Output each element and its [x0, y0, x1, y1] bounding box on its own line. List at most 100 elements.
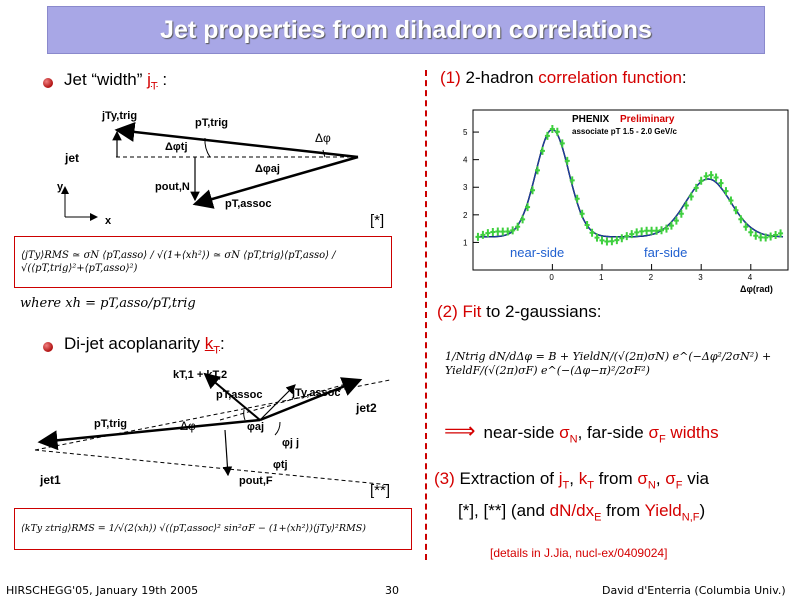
data-point	[579, 209, 585, 218]
sub: N	[647, 479, 656, 492]
data-point	[649, 226, 655, 235]
jty-assoc-vector	[259, 384, 296, 421]
bullet-text: Jet “width”	[64, 70, 148, 89]
kt-symbol: k	[578, 469, 588, 488]
details-reference: [details in J.Jia, nucl-ex/0409024]	[490, 546, 668, 560]
x-tick-label: 0	[549, 273, 554, 282]
implies-arrow-icon: ⟹	[444, 418, 476, 443]
data-point	[688, 192, 694, 201]
data-point	[639, 227, 645, 236]
footer-page-number: 30	[385, 584, 399, 597]
phenix-logo: PHENIX	[572, 114, 610, 125]
bullet-text: Di-jet acoplanarity	[64, 334, 205, 353]
label-pt-assoc: pT,assoc	[216, 389, 262, 401]
data-point	[544, 131, 550, 140]
data-point	[574, 194, 580, 203]
data-point	[624, 232, 630, 241]
data-point	[599, 236, 605, 245]
kt-symbol: k	[204, 334, 214, 353]
sub: E	[594, 511, 602, 524]
data-point	[703, 172, 709, 181]
data-point	[619, 234, 625, 243]
sigma-symbol: σ	[665, 469, 676, 488]
label-phi-aj: φaj	[247, 421, 264, 433]
step-text: ,	[569, 469, 579, 488]
step-text: from	[593, 469, 638, 488]
data-point	[773, 230, 779, 239]
bullet-icon	[43, 342, 53, 352]
y-tick-label: 5	[463, 128, 468, 137]
step-text: Extraction of	[454, 469, 559, 488]
step3-block: (3) Extraction of jT, kT from σN, σF via…	[434, 466, 709, 531]
widths-text: , far-side	[577, 423, 649, 442]
data-point	[539, 146, 545, 155]
data-point	[480, 230, 486, 239]
pt-assoc-vector	[192, 155, 359, 209]
pt-trig-vector	[37, 418, 261, 451]
data-point	[530, 186, 536, 195]
title-bar: Jet properties from dihadron correlation…	[47, 6, 765, 54]
sigma-sub: N	[569, 433, 578, 446]
correlation-plot: 1 2 3 4 5 0 1 2 3 4 PHENIX Preliminary associate…	[463, 109, 789, 294]
data-point	[763, 233, 769, 242]
data-point	[629, 230, 635, 239]
jt-symbol: j	[558, 469, 563, 488]
data-point	[678, 209, 684, 218]
y-tick-label: 4	[463, 156, 468, 165]
slide-title: Jet properties from dihadron correlation…	[160, 15, 652, 44]
label-phi-jj: φj j	[282, 437, 299, 449]
dn-dx-text: dN/dx	[549, 501, 595, 521]
label-pt-assoc: pT,assoc	[225, 198, 271, 210]
data-point	[604, 237, 610, 246]
data-point	[490, 228, 496, 237]
label-x: x	[105, 215, 112, 227]
sigma-symbol: σ	[559, 423, 570, 442]
data-point	[644, 226, 650, 235]
x-tick-label: 2	[649, 273, 654, 282]
step-text: to 2-gaussians:	[481, 302, 602, 321]
label-pout-f: pout,F	[239, 475, 273, 487]
step-text: :	[681, 68, 687, 87]
data-point	[495, 227, 501, 236]
bullet-jt-width: Jet “width” jT :	[64, 70, 167, 92]
sub: T	[587, 479, 594, 492]
jt-formula-box: ⟨jTy⟩RMS ≃ σN ⟨pT,asso⟩ / √(1+⟨xh²⟩) ≃ σ…	[14, 236, 392, 288]
step-number: (3)	[434, 469, 455, 488]
sigma-sub: F	[658, 433, 666, 446]
label-pout-n: pout,N	[155, 181, 190, 193]
data-point	[515, 222, 521, 231]
fit-formula-box: 1/Ntrig dN/dΔφ = B + YieldN/(√(2π)σN) e^…	[445, 336, 795, 392]
x-tick-label: 1	[599, 273, 604, 282]
label-dphi-aj: Δφaj	[255, 163, 280, 175]
yield-text: Yield	[644, 501, 682, 521]
label-jet: jet	[64, 151, 79, 165]
fit-formula: 1/Ntrig dN/dΔφ = B + YieldN/(√(2π)σN) e^…	[445, 350, 772, 377]
step-number: (1)	[440, 68, 461, 87]
step-highlight: correlation function	[538, 68, 682, 87]
step3-line1: (3) Extraction of jT, kT from σN, σF via	[434, 466, 709, 498]
bullet-suffix: :	[220, 334, 225, 353]
step-text: via	[682, 469, 709, 488]
jt-formula: ⟨jTy⟩RMS ≃ σN ⟨pT,asso⟩ / √(1+⟨xh²⟩) ≃ σ…	[21, 250, 336, 274]
x-tick-label: 3	[698, 273, 703, 282]
step-text: from	[601, 501, 645, 521]
step-text: ,	[655, 469, 666, 488]
kt-formula-box: ⟨kTy ztrig⟩RMS = 1/√(2⟨xh⟩) √(⟨pT,assoc⟩…	[14, 508, 412, 550]
data-point	[584, 221, 590, 230]
sub: T	[562, 479, 570, 492]
widths-text: near-side	[483, 423, 560, 442]
dashed-line	[34, 449, 391, 486]
reference-star: [*]	[370, 212, 385, 229]
data-point	[738, 215, 744, 224]
data-point	[723, 187, 729, 196]
data-point	[668, 221, 674, 230]
data-point	[485, 229, 491, 238]
kt-vector	[203, 372, 261, 421]
y-tick-label: 1	[463, 238, 468, 247]
data-point	[654, 226, 660, 235]
data-point	[683, 201, 689, 210]
y-tick-label: 3	[463, 183, 468, 192]
step3-line2: [*], [**] (and dN/dxE from YieldN,F)	[434, 498, 709, 530]
data-point	[505, 227, 511, 236]
data-point	[634, 228, 640, 237]
